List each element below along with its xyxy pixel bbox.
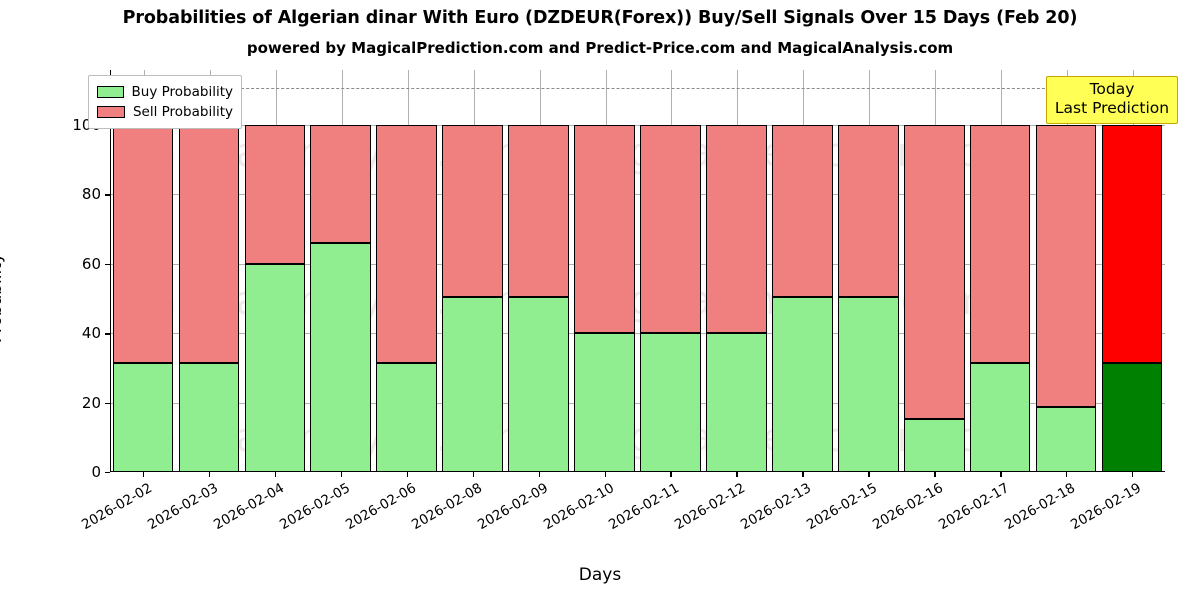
chart-subtitle: powered by MagicalPrediction.com and Pre… [246, 39, 954, 57]
bar-sell[interactable] [376, 125, 438, 363]
legend-label-buy: Buy Probability [131, 84, 233, 100]
bar-buy[interactable] [772, 296, 833, 472]
bar-buy[interactable] [508, 296, 569, 472]
bar-buy[interactable] [178, 362, 240, 472]
x-tick-mark [142, 472, 145, 477]
chart-legend: Buy Probability Sell Probability [88, 75, 242, 129]
y-tick-label: 0 [91, 463, 101, 481]
bar-buy[interactable] [903, 419, 965, 472]
legend-item-sell: Sell Probability [97, 102, 233, 122]
y-tick-mark [105, 402, 110, 404]
bar-sell[interactable] [1035, 125, 1097, 408]
bar-sell[interactable] [244, 125, 306, 264]
y-gridline [111, 263, 1165, 265]
y-tick-mark [105, 194, 110, 196]
x-tick-mark [1000, 472, 1002, 477]
reference-dashed-line [111, 88, 1165, 89]
bar-sell[interactable] [706, 125, 767, 334]
y-tick-label: 20 [81, 393, 101, 412]
bar-buy[interactable] [112, 362, 174, 472]
bar-buy[interactable] [706, 333, 767, 472]
x-tick-mark [736, 472, 738, 477]
y-axis-label: Probability [0, 253, 6, 343]
bar-sell[interactable] [903, 125, 965, 420]
y-tick-label: 60 [81, 254, 101, 273]
bar-sell[interactable] [969, 125, 1031, 363]
x-tick-mark [802, 472, 804, 477]
bar-buy[interactable] [442, 296, 503, 472]
x-tick-mark [1132, 472, 1134, 477]
y-tick-mark [105, 333, 110, 335]
x-tick-mark [604, 472, 606, 477]
today-annotation-line1: Today [1089, 80, 1135, 98]
y-gridline [111, 194, 1165, 196]
legend-swatch-buy-icon [97, 86, 124, 98]
y-gridline [111, 125, 1165, 126]
bar-buy[interactable] [837, 296, 899, 472]
bar-sell[interactable] [837, 125, 899, 297]
bar-sell[interactable] [574, 125, 635, 334]
x-tick-mark [274, 472, 277, 477]
x-tick-mark [208, 472, 211, 477]
bar-buy[interactable] [1101, 362, 1163, 472]
chart-title: Probabilities of Algerian dinar With Eur… [122, 8, 1078, 28]
bar-sell[interactable] [178, 125, 240, 363]
x-tick-mark [538, 472, 540, 477]
today-annotation: Today Last Prediction [1046, 76, 1178, 124]
bar-sell[interactable] [112, 125, 174, 363]
bar-buy[interactable] [574, 333, 635, 472]
bar-sell[interactable] [1101, 125, 1163, 363]
y-tick-label: 80 [81, 185, 101, 204]
y-gridline [111, 333, 1165, 335]
bar-sell[interactable] [508, 125, 569, 297]
bar-sell[interactable] [772, 125, 833, 297]
bar-buy[interactable] [376, 362, 438, 472]
y-tick-label: 40 [81, 324, 101, 343]
y-tick-mark [105, 472, 110, 474]
y-tick-mark [105, 263, 110, 266]
legend-item-buy: Buy Probability [97, 82, 233, 102]
x-tick-mark [472, 472, 475, 477]
bar-buy[interactable] [244, 263, 306, 472]
bar-buy[interactable] [310, 242, 372, 472]
bar-sell[interactable] [310, 125, 372, 243]
x-tick-mark [406, 472, 409, 477]
bar-buy[interactable] [640, 333, 701, 472]
bar-sell[interactable] [640, 125, 701, 334]
legend-swatch-sell-icon [97, 106, 125, 118]
x-tick-mark [670, 472, 672, 477]
y-gridline [111, 402, 1165, 404]
today-annotation-line2: Last Prediction [1054, 99, 1170, 117]
legend-label-sell: Sell Probability [132, 104, 233, 120]
bar-sell[interactable] [442, 125, 503, 297]
x-tick-mark [340, 472, 343, 477]
bar-buy[interactable] [969, 362, 1031, 472]
x-tick-mark [868, 472, 870, 477]
x-tick-mark [934, 472, 936, 477]
bar-buy[interactable] [1035, 407, 1097, 472]
x-axis-label: Days [578, 565, 622, 585]
x-tick-mark [1066, 472, 1068, 477]
